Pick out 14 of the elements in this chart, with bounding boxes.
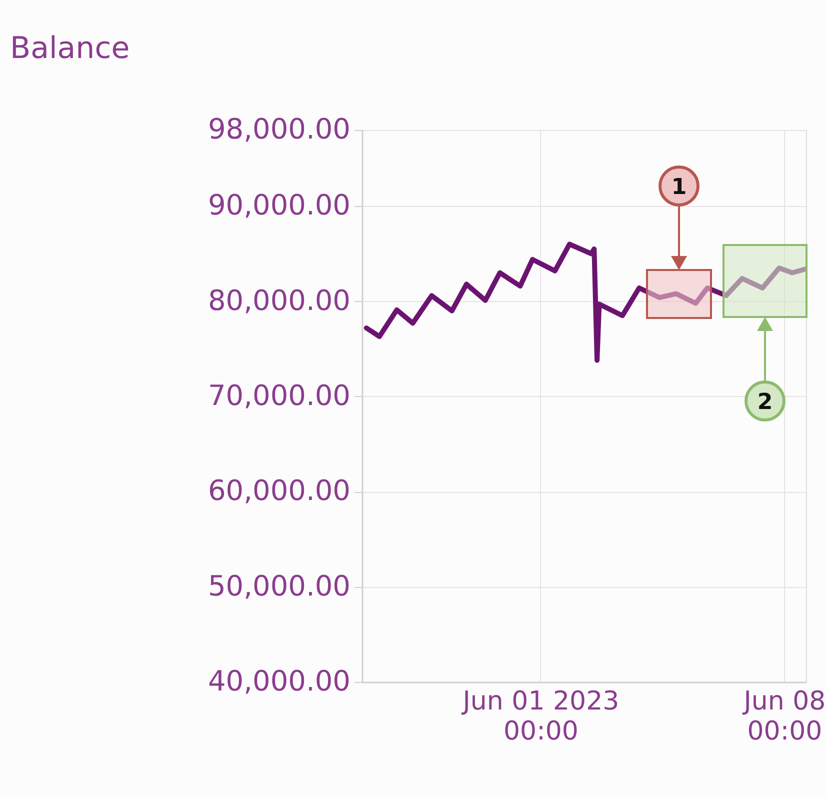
y-tick-label: 50,000.00 bbox=[208, 569, 350, 602]
numbered-callout: 2 bbox=[722, 244, 808, 422]
y-tick-label: 90,000.00 bbox=[208, 188, 350, 222]
y-tick-label: 98,000.00 bbox=[208, 112, 350, 146]
y-tick-label: 60,000.00 bbox=[208, 474, 350, 508]
y-tick-label: 80,000.00 bbox=[208, 284, 350, 317]
y-tick-label: 70,000.00 bbox=[208, 378, 350, 412]
y-tick-label: 40,000.00 bbox=[208, 664, 350, 698]
x-tick-label: Jun 08 00:00 bbox=[742, 686, 826, 746]
text: Balance bbox=[10, 31, 130, 66]
annotation: 2 bbox=[757, 390, 773, 415]
annotation: 1 bbox=[671, 175, 687, 200]
numbered-callout: 1 bbox=[646, 166, 712, 319]
x-tick-label: Jun 01 2023 00:00 bbox=[460, 686, 620, 746]
